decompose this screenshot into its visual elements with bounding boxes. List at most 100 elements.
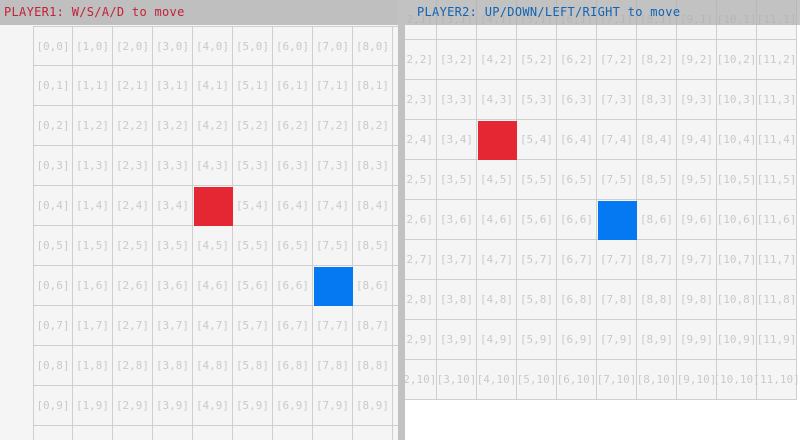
grid-cell: [3,2]	[153, 106, 193, 146]
grid-cell: [0,9]	[33, 386, 73, 426]
grid-cell: [8,4]	[637, 120, 677, 160]
grid-cell: [7,4]	[597, 120, 637, 160]
grid-cell: [5,1]	[233, 66, 273, 106]
grid-cell: [8,2]	[637, 40, 677, 80]
grid-cell: [8,7]	[637, 240, 677, 280]
grid-cell: [8,6]	[353, 266, 393, 306]
grid-cell: [1,5]	[73, 226, 113, 266]
grid-cell: [2,2]	[405, 40, 437, 80]
grid-cell: [9,2]	[393, 106, 398, 146]
grid-cell: [8,5]	[637, 160, 677, 200]
grid-cell: [2,7]	[113, 306, 153, 346]
grid-cell: [4,1]	[193, 66, 233, 106]
grid-cell: [1,4]	[73, 186, 113, 226]
grid-cell: [9,9]	[393, 386, 398, 426]
grid-cell: [2,10]	[405, 360, 437, 400]
grid-cell: [1,2]	[73, 106, 113, 146]
grid-cell: [6,0]	[273, 26, 313, 66]
grid-cell: [3,5]	[153, 226, 193, 266]
game-grid-player1: [0,0] [1,0] [2,0] [3,0] [4,0] [5,0] [6,0] [7,0]…	[33, 26, 398, 440]
grid-cell: [3,8]	[437, 280, 477, 320]
grid-cell: [1,10]	[73, 426, 113, 440]
grid-cell: [1,7]	[73, 306, 113, 346]
grid-cell: [4,6]	[477, 200, 517, 240]
grid-cell: [3,4]	[437, 120, 477, 160]
viewport-player2[interactable]: [0,0][1,0][2,0][3,0][4,0][5,0][6,0][7,0]…	[405, 0, 800, 440]
grid-cell: [2,6]	[405, 200, 437, 240]
grid-cell: [10,7]	[717, 240, 757, 280]
grid-cell: [3,3]	[153, 146, 193, 186]
grid-cell: [5,10]	[233, 426, 273, 440]
grid-cell: [10,6]	[717, 200, 757, 240]
grid-cell: [6,4]	[273, 186, 313, 226]
grid-cell: [11,6]	[757, 200, 797, 240]
grid-cell: [6,8]	[273, 346, 313, 386]
grid-cell: [0,2]	[33, 106, 73, 146]
grid-cell: [7,1]	[313, 66, 353, 106]
grid-cell: [11,9]	[757, 320, 797, 360]
game-world-player2: [0,0][1,0][2,0][3,0][4,0][5,0][6,0][7,0]…	[405, 0, 800, 400]
grid-cell: [5,6]	[517, 200, 557, 240]
grid-cell: [7,8]	[597, 280, 637, 320]
grid-cell: [3,7]	[153, 306, 193, 346]
grid-cell: [5,9]	[517, 320, 557, 360]
grid-cell: [8,1]	[353, 66, 393, 106]
grid-cell: [7,2]	[313, 106, 353, 146]
grid-cell: [1,8]	[73, 346, 113, 386]
grid-cell: [3,0]	[153, 26, 193, 66]
grid-cell: [8,3]	[353, 146, 393, 186]
grid-cell: [4,6]	[193, 266, 233, 306]
grid-cell: [2,5]	[405, 160, 437, 200]
grid-cell: [10,2]	[717, 40, 757, 80]
grid-cell: [5,3]	[233, 146, 273, 186]
grid-cell: [0,10]	[33, 426, 73, 440]
grid-cell: [6,9]	[557, 320, 597, 360]
grid-cell: [8,9]	[637, 320, 677, 360]
viewport-player1[interactable]: [0,0] [1,0] [2,0] [3,0] [4,0] [5,0] [6,0] [7,0]…	[0, 0, 398, 440]
grid-cell: [8,3]	[637, 80, 677, 120]
grid-cell: [3,2]	[437, 40, 477, 80]
grid-cell: [7,10]	[597, 360, 637, 400]
grid-cell: [3,6]	[153, 266, 193, 306]
grid-cell: [6,3]	[273, 146, 313, 186]
grid-cell: [7,10]	[313, 426, 353, 440]
grid-cell: [5,8]	[233, 346, 273, 386]
grid-cell: [6,5]	[273, 226, 313, 266]
grid-cell: [9,8]	[677, 280, 717, 320]
grid-cell: [4,5]	[477, 160, 517, 200]
grid-cell: [3,3]	[437, 80, 477, 120]
grid-cell: [5,6]	[233, 266, 273, 306]
grid-cell: [7,3]	[597, 80, 637, 120]
grid-cell: [2,4]	[405, 120, 437, 160]
grid-cell: [7,6]	[597, 200, 637, 240]
grid-cell: [8,10]	[353, 426, 393, 440]
grid-cell: [7,4]	[313, 186, 353, 226]
grid-cell: [10,4]	[717, 120, 757, 160]
grid-cell: [6,4]	[557, 120, 597, 160]
grid-cell: [5,5]	[517, 160, 557, 200]
grid-cell: [11,3]	[757, 80, 797, 120]
grid-cell: [9,1]	[393, 66, 398, 106]
grid-cell: [3,7]	[437, 240, 477, 280]
grid-cell: [4,4]	[477, 120, 517, 160]
grid-cell: [7,6]	[313, 266, 353, 306]
grid-cell: [7,8]	[313, 346, 353, 386]
grid-cell: [1,1]	[73, 66, 113, 106]
grid-cell: [4,9]	[193, 386, 233, 426]
grid-cell: [9,0]	[393, 26, 398, 66]
grid-cell: [9,6]	[393, 266, 398, 306]
grid-cell: [0,8]	[33, 346, 73, 386]
grid-cell: [3,5]	[437, 160, 477, 200]
grid-cell: [2,7]	[405, 240, 437, 280]
grid-cell: [3,9]	[153, 386, 193, 426]
viewport-divider	[398, 0, 405, 440]
grid-cell: [1,9]	[73, 386, 113, 426]
grid-cell: [9,9]	[677, 320, 717, 360]
grid-cell: [5,8]	[517, 280, 557, 320]
hud-player1-controls: PLAYER1: W/S/A/D to move	[0, 0, 398, 25]
grid-cell: [6,10]	[273, 426, 313, 440]
game-world-player1: [0,0] [1,0] [2,0] [3,0] [4,0] [5,0] [6,0] [7,0]…	[33, 26, 398, 440]
grid-cell: [0,6]	[33, 266, 73, 306]
grid-cell: [7,2]	[597, 40, 637, 80]
